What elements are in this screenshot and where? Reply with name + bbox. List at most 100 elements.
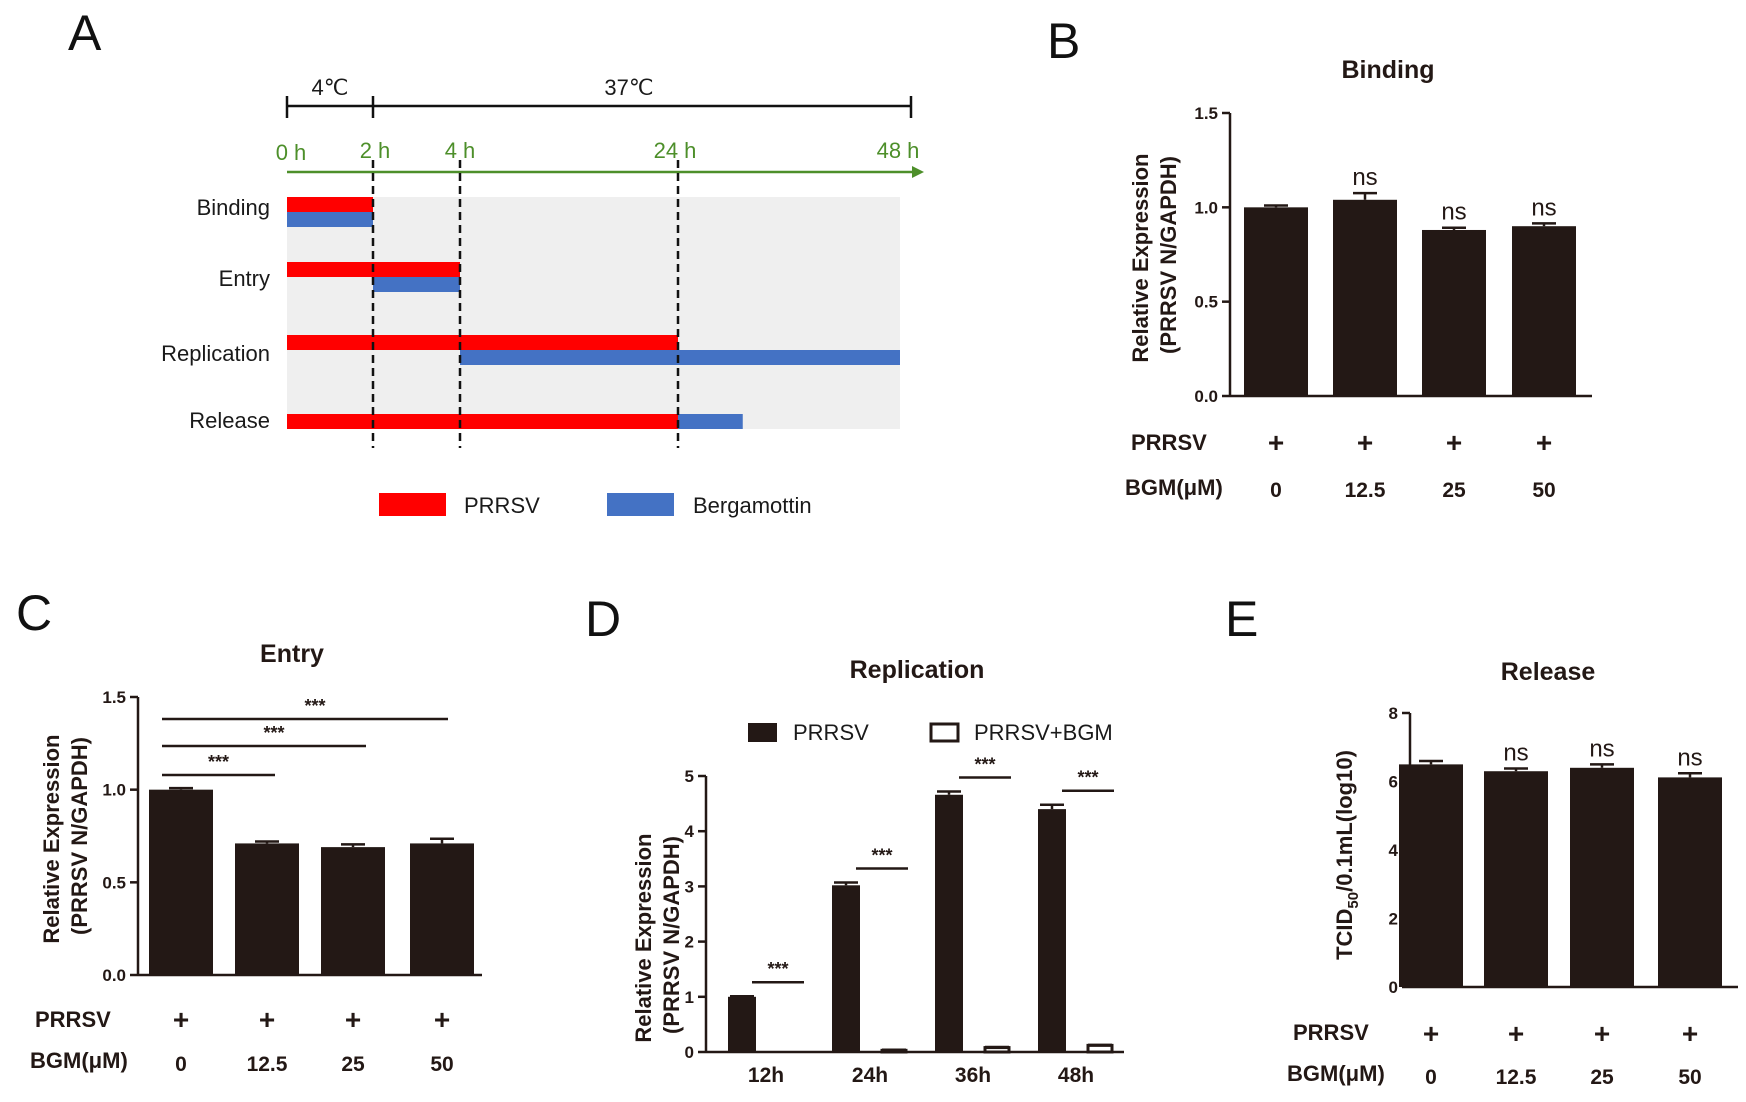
bar-prrsv-bgm-12h bbox=[778, 1051, 802, 1052]
y-tick-label: 1.5 bbox=[102, 688, 126, 707]
y-tick-label: 2 bbox=[685, 933, 694, 952]
row-label-prrsv: PRRSV bbox=[35, 1007, 111, 1032]
bgm-dose-3: 50 bbox=[1532, 479, 1555, 502]
bar-1 bbox=[1333, 199, 1397, 396]
bgm-dose-0: 0 bbox=[1425, 1066, 1437, 1089]
y-tick-label: 4 bbox=[685, 822, 695, 841]
y-axis-label-subscript: 50 bbox=[1345, 892, 1362, 909]
row-label-bgm: BGM(μM) bbox=[30, 1048, 128, 1073]
bgm-dose-3: 50 bbox=[1678, 1066, 1701, 1089]
timeline-bar-bergamottin-binding bbox=[287, 212, 373, 227]
significance-label: *** bbox=[871, 846, 892, 866]
timeline-bar-bergamottin-release bbox=[678, 414, 743, 429]
y-tick-label: 3 bbox=[685, 877, 694, 896]
y-tick-label: 0.0 bbox=[102, 966, 126, 985]
y-axis-label-tcid: TCID bbox=[1332, 909, 1357, 960]
prrsv-plus-0: + bbox=[1268, 427, 1284, 458]
row-label-bgm: BGM(μM) bbox=[1125, 475, 1223, 500]
release-chart: Release TCID50/0.1mL(log10) 02468+0ns+12… bbox=[1287, 658, 1738, 1089]
significance-label: *** bbox=[208, 752, 229, 772]
bar-0 bbox=[1244, 207, 1308, 396]
y-axis-label-line1: Relative Expression bbox=[1128, 154, 1153, 363]
significance-label: ns bbox=[1589, 735, 1614, 762]
prrsv-plus-2: + bbox=[1446, 427, 1462, 458]
time-tick-48h: 48 h bbox=[877, 138, 920, 163]
y-axis-label: Relative Expression (PRRSV N/GAPDH) bbox=[1128, 147, 1181, 362]
panel-letter-c: C bbox=[16, 585, 52, 641]
prrsv-plus-1: + bbox=[259, 1004, 275, 1035]
y-tick-label: 2 bbox=[1389, 910, 1398, 929]
y-tick-label: 5 bbox=[685, 767, 694, 786]
significance-label: *** bbox=[304, 696, 325, 716]
y-tick-label: 6 bbox=[1389, 773, 1398, 792]
chart-title-release: Release bbox=[1501, 658, 1596, 686]
time-tick-2h: 2 h bbox=[360, 138, 391, 163]
bar-3 bbox=[410, 843, 474, 975]
y-axis-label-line1: Relative Expression bbox=[631, 834, 656, 1043]
bar-3 bbox=[1512, 226, 1576, 396]
time-axis-arrow bbox=[912, 166, 924, 178]
y-tick-label: 0.5 bbox=[102, 873, 126, 892]
y-tick-label: 1.0 bbox=[102, 781, 126, 800]
entry-chart: Entry Relative Expression (PRRSV N/GAPDH… bbox=[30, 640, 482, 1076]
prrsv-plus-0: + bbox=[1423, 1018, 1439, 1049]
legend-swatch-prrsv bbox=[379, 493, 446, 516]
y-axis-label: Relative Expression (PRRSV N/GAPDH) bbox=[631, 827, 684, 1042]
bar-prrsv-48h bbox=[1038, 809, 1066, 1052]
row-label-release: Release bbox=[189, 408, 270, 433]
row-label-bgm: BGM(μM) bbox=[1287, 1061, 1385, 1086]
y-tick-label: 0 bbox=[1389, 978, 1398, 997]
time-tick-4h: 4 h bbox=[445, 138, 476, 163]
prrsv-plus-2: + bbox=[345, 1004, 361, 1035]
bar-2 bbox=[1422, 229, 1486, 396]
temperature-label-4c: 4℃ bbox=[312, 75, 349, 100]
bar-1 bbox=[235, 843, 299, 975]
x-tick-label-36h: 36h bbox=[955, 1064, 991, 1087]
timeline-bar-bergamottin-entry bbox=[373, 277, 460, 292]
legend-swatch-bergamottin bbox=[607, 493, 674, 516]
panel-letter-e: E bbox=[1225, 591, 1258, 647]
significance-label: ns bbox=[1352, 164, 1377, 191]
bgm-dose-2: 25 bbox=[1442, 479, 1466, 502]
legend-swatch-prrsv bbox=[748, 723, 777, 742]
y-tick-label: 0.5 bbox=[1194, 293, 1218, 312]
bar-prrsv-12h bbox=[728, 996, 756, 1052]
significance-label: ns bbox=[1441, 199, 1466, 226]
legend-label-prrsv-bgm: PRRSV+BGM bbox=[974, 720, 1113, 745]
bar-prrsv-36h bbox=[935, 794, 963, 1052]
timeline-bar-prrsv-replication bbox=[287, 335, 678, 350]
y-tick-label: 0 bbox=[685, 1043, 694, 1062]
prrsv-plus-3: + bbox=[434, 1004, 450, 1035]
bgm-dose-0: 0 bbox=[1270, 479, 1282, 502]
replication-chart: Replication Relative Expression (PRRSV N… bbox=[631, 656, 1124, 1087]
significance-label: *** bbox=[767, 959, 788, 979]
prrsv-plus-3: + bbox=[1682, 1018, 1698, 1049]
panel-letter-b: B bbox=[1047, 13, 1080, 69]
y-tick-label: 1.5 bbox=[1194, 104, 1218, 123]
row-label-prrsv: PRRSV bbox=[1131, 430, 1207, 455]
time-tick-0h: 0 h bbox=[276, 140, 307, 165]
timeline-bar-prrsv-release bbox=[287, 414, 678, 429]
time-tick-24h: 24 h bbox=[654, 138, 697, 163]
row-label-prrsv: PRRSV bbox=[1293, 1020, 1369, 1045]
y-axis-label-line2: (PRRSV N/GAPDH) bbox=[67, 737, 92, 935]
y-axis-label-line2: (PRRSV N/GAPDH) bbox=[659, 836, 684, 1034]
bar-prrsv-24h bbox=[832, 885, 860, 1052]
significance-label: *** bbox=[1077, 768, 1098, 788]
significance-label: ns bbox=[1677, 744, 1702, 771]
temperature-label-37c: 37℃ bbox=[604, 75, 653, 100]
row-label-binding: Binding bbox=[197, 195, 270, 220]
bgm-dose-1: 12.5 bbox=[1496, 1066, 1537, 1089]
y-axis-label: Relative Expression (PRRSV N/GAPDH) bbox=[39, 728, 92, 943]
bar-2 bbox=[321, 847, 385, 975]
y-tick-label: 1.0 bbox=[1194, 198, 1218, 217]
bar-1 bbox=[1484, 771, 1548, 987]
legend-label-prrsv: PRRSV bbox=[793, 720, 869, 745]
significance-label: ns bbox=[1531, 194, 1556, 221]
y-axis-label: TCID50/0.1mL(log10) bbox=[1332, 750, 1362, 960]
bgm-dose-1: 12.5 bbox=[247, 1053, 288, 1076]
binding-chart: Binding Relative Expression (PRRSV N/GAP… bbox=[1125, 56, 1592, 502]
y-tick-label: 4 bbox=[1389, 841, 1399, 860]
bar-0 bbox=[149, 789, 213, 975]
